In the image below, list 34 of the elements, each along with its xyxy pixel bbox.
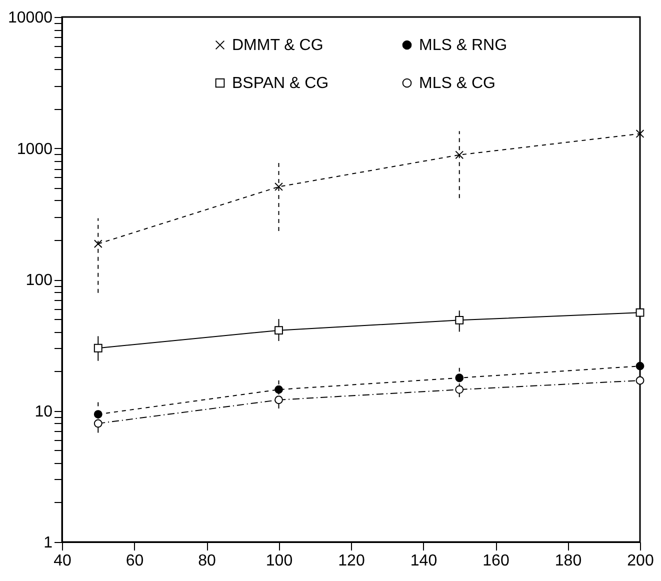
legend-label: DMMT & CG [232, 37, 324, 54]
point [274, 326, 283, 335]
x-tick-label: 160 [482, 552, 510, 570]
point [455, 150, 464, 160]
point [455, 385, 464, 394]
point [636, 362, 644, 370]
legend-label: MLS & RNG [419, 37, 508, 54]
x-tick-label: 120 [338, 552, 365, 570]
point [274, 385, 283, 394]
x-tick-label: 180 [554, 552, 582, 570]
point [94, 419, 102, 428]
point [636, 308, 644, 317]
point [94, 410, 102, 418]
point [455, 374, 464, 382]
y-tick-label: 100 [26, 272, 53, 289]
y-tick-label: 1000 [16, 140, 53, 158]
point [636, 130, 644, 138]
x-tick-label: 100 [266, 552, 293, 570]
point [94, 344, 102, 352]
x-tick-label: 40 [54, 552, 72, 570]
point [274, 396, 283, 404]
x-tick-label: 60 [126, 552, 144, 570]
point [455, 316, 464, 324]
legend-label: BSPAN & CG [232, 75, 329, 92]
y-tick-label: 10000 [8, 10, 53, 26]
y-tick-label: 1 [44, 534, 53, 552]
point [636, 376, 644, 385]
y-tick-label: 10 [34, 403, 53, 420]
point [94, 240, 102, 248]
x-tick-label: 200 [627, 552, 654, 570]
legend-label: MLS & CG [419, 75, 496, 92]
point [274, 182, 283, 191]
x-tick-label: 140 [410, 552, 438, 570]
x-tick-label: 80 [198, 552, 216, 570]
